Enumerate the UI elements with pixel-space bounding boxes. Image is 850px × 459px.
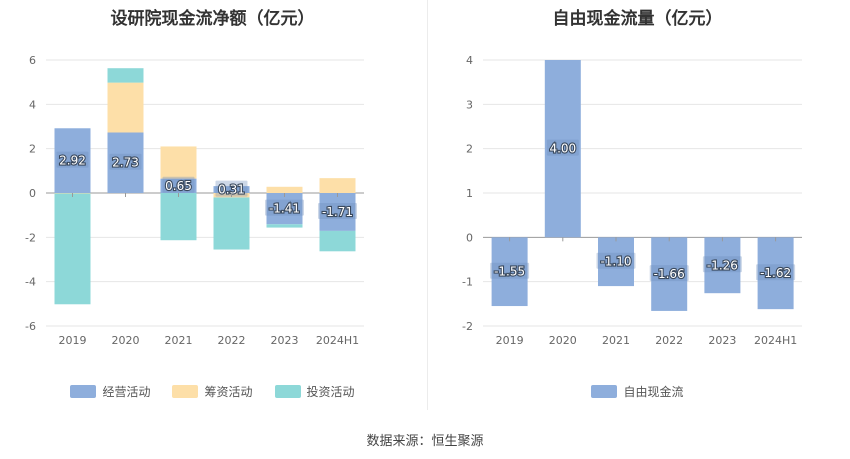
y-tick-label: -2 <box>25 231 36 244</box>
bar-2023-series-1 <box>266 193 303 225</box>
x-tick-label: 2024H1 <box>754 334 797 347</box>
y-tick-label: 1 <box>466 187 473 200</box>
y-tick-label: -2 <box>462 320 473 333</box>
data-label-bg <box>546 139 579 156</box>
data-source-note: 数据来源：恒生聚源 <box>366 434 484 449</box>
data-label: -1.62 <box>760 266 791 280</box>
bar-2024H1-series-2 <box>319 178 356 193</box>
legend-swatch <box>591 385 618 398</box>
data-label: -1.66 <box>654 267 685 281</box>
data-label: -1.55 <box>494 265 525 279</box>
bar-2019-series-1 <box>491 237 528 307</box>
y-tick-label: 4 <box>29 98 36 111</box>
legend-net-cashflow: 经营活动 筹资活动 投资活动 <box>0 383 425 400</box>
data-label: 0.65 <box>165 179 192 193</box>
data-label: -1.41 <box>269 202 300 216</box>
x-tick-label: 2022 <box>655 334 683 347</box>
y-tick-label: -1 <box>462 276 473 289</box>
bar-2020-series-3 <box>107 68 144 83</box>
bar-2024H1-series-3 <box>319 230 356 252</box>
x-tick-label: 2024H1 <box>316 334 359 347</box>
data-label: 2.92 <box>59 154 86 168</box>
legend-label: 经营活动 <box>102 385 151 399</box>
legend-item[interactable]: 筹资活动 <box>172 383 253 400</box>
x-tick-label: 2020 <box>112 334 140 347</box>
y-tick-label: 2 <box>466 143 473 156</box>
bar-2020-series-1 <box>107 132 144 193</box>
bar-2023-series-2 <box>266 186 303 193</box>
bar-2024H1-series-1 <box>757 237 794 310</box>
x-tick-label: 2020 <box>549 334 577 347</box>
data-label-bg <box>702 256 742 273</box>
legend-label: 投资活动 <box>306 385 355 399</box>
x-tick-label: 2023 <box>271 334 299 347</box>
data-label-bg <box>649 265 689 282</box>
legend-label: 自由现金流 <box>623 385 684 399</box>
legend-swatch <box>70 385 97 398</box>
data-label-bg <box>215 180 248 197</box>
legend-item[interactable]: 自由现金流 <box>591 383 684 400</box>
data-label-bg <box>490 262 530 279</box>
data-label-bg <box>265 199 304 216</box>
bar-2022-series-1 <box>651 237 688 311</box>
bar-2022-series-1 <box>213 186 250 193</box>
chart-panel-net-cashflow: 设研院现金流净额（亿元） -6 -4 -2 0 2 4 6 2.92 2.73 0.65 0.31-… <box>0 0 425 410</box>
data-label-bg <box>162 176 195 193</box>
data-label-bg <box>756 264 796 281</box>
bar-2019-series-1 <box>54 128 91 193</box>
y-tick-label: 4 <box>466 54 473 67</box>
bar-2024H1-series-1 <box>319 193 356 231</box>
x-tick-label: 2019 <box>59 334 87 347</box>
legend-item[interactable]: 投资活动 <box>274 383 355 400</box>
data-label-bg <box>318 202 357 219</box>
y-tick-label: 3 <box>466 98 473 111</box>
chart-title-net-cashflow: 设研院现金流净额（亿元） <box>110 9 315 29</box>
chart-free-cashflow: -2 -1 0 1 2 3 4 -1.55 4.00 -1.10 -1.66 -1.26 -1.62 20… <box>462 54 802 347</box>
bar-2022-series-3 <box>213 197 250 250</box>
y-tick-label: -6 <box>25 320 36 333</box>
bar-2020-series-2 <box>107 82 144 133</box>
bar-2019-series-3 <box>54 193 91 305</box>
y-tick-label: -4 <box>25 276 36 289</box>
y-tick-label: 0 <box>29 187 36 200</box>
x-tick-label: 2022 <box>218 334 246 347</box>
data-label: -1.26 <box>707 258 738 272</box>
panel-divider <box>427 0 428 410</box>
x-tick-label: 2021 <box>165 334 193 347</box>
data-label-bg <box>596 252 636 269</box>
data-label: -1.71 <box>322 205 353 219</box>
chart-title-free-cashflow: 自由现金流量（亿元） <box>552 9 723 29</box>
x-tick-label: 2019 <box>496 334 524 347</box>
y-tick-label: 2 <box>29 143 36 156</box>
y-tick-label: 0 <box>466 231 473 244</box>
legend-label: 筹资活动 <box>204 385 253 399</box>
legend-swatch <box>172 385 199 398</box>
bar-2021-series-3 <box>160 193 197 241</box>
y-tick-label: 6 <box>29 54 36 67</box>
legend-free-cashflow: 自由现金流 <box>425 383 850 400</box>
chart-net-cashflow: -6 -4 -2 0 2 4 6 2.92 2.73 0.65 0.31 -1.41 -1.71 2019… <box>25 54 364 347</box>
data-label: 2.73 <box>112 156 139 170</box>
bar-2021-series-1 <box>160 178 197 193</box>
data-label: 0.31 <box>218 183 245 197</box>
chart-panel-free-cashflow: 自由现金流量（亿元） -2 -1 0 1 2 3 4 -1.55 4.00 -1.10 -1.66-… <box>425 0 850 410</box>
bar-2021-series-2 <box>160 146 197 179</box>
bar-2023-series-1 <box>704 237 741 294</box>
bar-2023-series-3 <box>266 224 303 228</box>
legend-item[interactable]: 经营活动 <box>70 383 150 400</box>
legend-swatch <box>274 385 301 398</box>
bar-2021-series-1 <box>598 237 634 287</box>
bar-2020-series-1 <box>544 60 581 238</box>
x-tick-label: 2021 <box>602 334 630 347</box>
data-label-bg <box>109 153 142 170</box>
data-label: 4.00 <box>549 142 576 156</box>
data-label-bg <box>56 151 89 168</box>
data-label: -1.10 <box>600 255 631 269</box>
x-tick-label: 2023 <box>708 334 736 347</box>
